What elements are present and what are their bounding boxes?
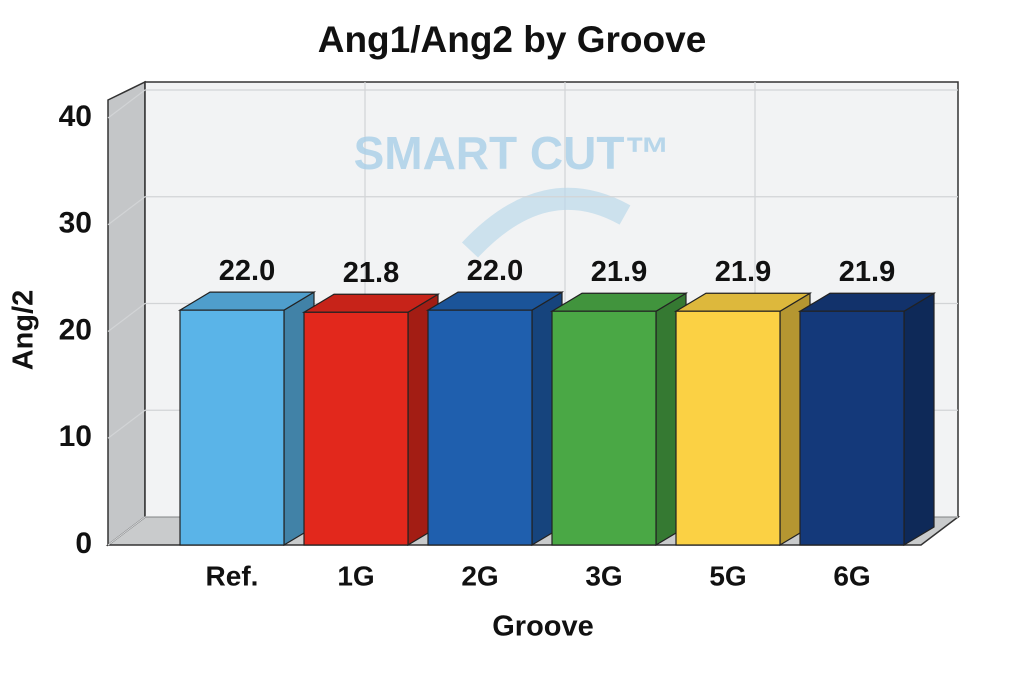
y-tick-label: 30 — [59, 207, 92, 240]
bar — [675, 310, 781, 546]
value-label: 21.9 — [715, 256, 771, 288]
x-tick-label: Ref. — [206, 560, 259, 591]
y-axis-label: Ang/2 — [8, 290, 40, 371]
bar — [303, 311, 409, 546]
bar — [179, 309, 285, 546]
value-label: 21.9 — [839, 256, 895, 288]
value-label: 22.0 — [219, 255, 275, 287]
x-axis-label: Groove — [492, 611, 594, 643]
watermark-arc — [461, 187, 631, 258]
bar — [799, 310, 905, 546]
watermark: SMART CUT™ — [354, 127, 671, 179]
bar — [427, 309, 533, 546]
x-tick-label: 5G — [709, 560, 746, 591]
y-tick-label: 40 — [59, 100, 92, 133]
y-tick-label: 20 — [59, 313, 92, 346]
grid-line — [107, 302, 958, 332]
value-label: 21.9 — [591, 256, 647, 288]
value-label: 21.8 — [343, 257, 399, 289]
grid-line — [107, 89, 958, 119]
y-tick-label: 0 — [75, 527, 92, 560]
x-tick-label: 3G — [585, 560, 622, 591]
bar-side — [903, 292, 935, 547]
x-tick-label: 1G — [337, 560, 374, 591]
y-tick-label: 10 — [59, 420, 92, 453]
chart-title: Ang1/Ang2 by Groove — [318, 19, 707, 60]
value-label: 22.0 — [467, 255, 523, 287]
x-tick-label: 6G — [833, 560, 870, 591]
x-tick-label: 2G — [461, 560, 498, 591]
left-wall — [107, 80, 146, 547]
grid-line — [107, 196, 958, 226]
bar — [551, 310, 657, 546]
